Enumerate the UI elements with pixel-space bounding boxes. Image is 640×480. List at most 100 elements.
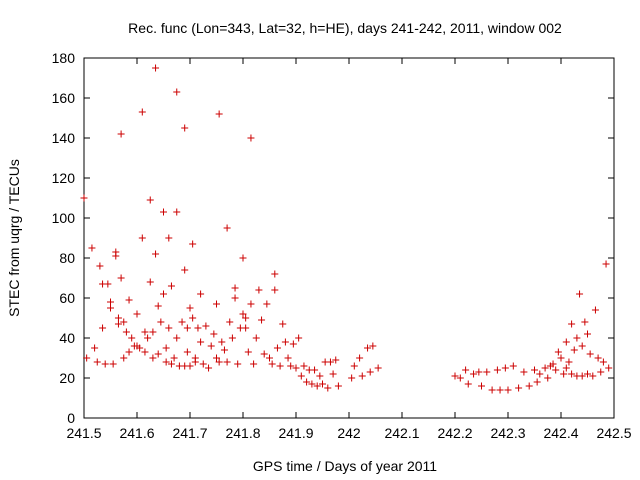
data-point bbox=[599, 358, 607, 366]
data-point bbox=[364, 344, 372, 352]
data-point bbox=[231, 284, 239, 292]
data-point bbox=[107, 298, 114, 306]
data-point bbox=[136, 344, 144, 352]
data-point bbox=[560, 370, 568, 378]
data-point bbox=[223, 224, 231, 232]
data-point bbox=[112, 252, 120, 260]
plot-frame bbox=[83, 57, 615, 419]
data-point bbox=[602, 260, 610, 268]
data-point bbox=[356, 354, 364, 362]
data-point bbox=[107, 304, 114, 312]
x-axis-label: GPS time / Days of year 2011 bbox=[253, 458, 437, 474]
data-point bbox=[576, 290, 584, 298]
data-point bbox=[183, 324, 191, 332]
data-point bbox=[488, 386, 496, 394]
data-point bbox=[210, 330, 218, 338]
x-tick-label: 242 bbox=[337, 425, 361, 441]
data-point bbox=[146, 196, 154, 204]
data-point bbox=[122, 328, 130, 336]
data-point bbox=[464, 380, 472, 388]
x-tick-label: 242.4 bbox=[543, 425, 578, 441]
data-point bbox=[162, 358, 170, 366]
data-point bbox=[557, 354, 565, 362]
data-point bbox=[189, 240, 197, 248]
data-point bbox=[573, 334, 581, 342]
data-point bbox=[366, 368, 374, 376]
y-axis-label: STEC from uqrg / TECUs bbox=[6, 159, 22, 317]
data-point bbox=[191, 354, 199, 362]
x-tick-label: 241.6 bbox=[119, 425, 154, 441]
data-point bbox=[173, 88, 181, 96]
data-point bbox=[141, 328, 149, 336]
data-point bbox=[570, 346, 578, 354]
data-point bbox=[125, 348, 133, 356]
data-point bbox=[334, 382, 342, 390]
data-point bbox=[276, 362, 284, 370]
data-point bbox=[266, 354, 273, 362]
data-point bbox=[162, 344, 170, 352]
data-point bbox=[287, 362, 295, 370]
data-points bbox=[80, 64, 613, 394]
data-point bbox=[165, 234, 173, 242]
data-point bbox=[197, 338, 205, 346]
data-point bbox=[541, 364, 549, 372]
data-point bbox=[215, 358, 223, 366]
data-point bbox=[369, 342, 377, 350]
data-point bbox=[303, 378, 311, 386]
data-point bbox=[358, 372, 366, 380]
data-point bbox=[242, 324, 250, 332]
data-point bbox=[568, 370, 576, 378]
data-point bbox=[504, 386, 512, 394]
y-tick-label: 100 bbox=[52, 210, 76, 226]
data-point bbox=[292, 364, 300, 372]
axes: 241.5 241.6 241.7 241.8 241.9 242 242.1 242.2 24… bbox=[52, 50, 632, 441]
x-tick-label: 241.5 bbox=[66, 425, 101, 441]
data-point bbox=[80, 194, 88, 202]
data-point bbox=[160, 290, 167, 298]
data-point bbox=[316, 372, 324, 380]
data-point bbox=[271, 286, 279, 294]
y-tick-label: 80 bbox=[59, 250, 75, 266]
x-tick-label: 242.3 bbox=[490, 425, 525, 441]
data-point bbox=[96, 262, 104, 270]
data-point bbox=[93, 358, 101, 366]
data-point bbox=[475, 368, 483, 376]
data-point bbox=[271, 270, 279, 278]
data-point bbox=[128, 334, 136, 342]
data-point bbox=[533, 378, 541, 386]
data-point bbox=[329, 370, 337, 378]
data-point bbox=[496, 386, 504, 394]
data-point bbox=[242, 314, 250, 322]
data-point bbox=[88, 244, 96, 252]
data-point bbox=[252, 334, 260, 342]
data-point bbox=[117, 130, 125, 138]
data-point bbox=[584, 330, 591, 338]
data-point bbox=[104, 280, 112, 288]
y-tick-label: 60 bbox=[59, 290, 75, 306]
data-point bbox=[226, 318, 234, 326]
x-tick-label: 242.1 bbox=[384, 425, 419, 441]
data-point bbox=[562, 338, 570, 346]
data-point bbox=[170, 354, 178, 362]
data-point bbox=[578, 372, 586, 380]
data-point bbox=[578, 342, 586, 350]
data-point bbox=[239, 310, 247, 318]
data-point bbox=[215, 110, 223, 118]
data-point bbox=[138, 234, 146, 242]
data-point bbox=[160, 208, 167, 216]
data-point bbox=[247, 300, 255, 308]
x-tick-label: 241.8 bbox=[225, 425, 260, 441]
data-point bbox=[456, 374, 464, 382]
data-point bbox=[584, 370, 591, 378]
data-point bbox=[83, 354, 91, 362]
data-point bbox=[295, 334, 303, 342]
data-point bbox=[589, 372, 597, 380]
data-point bbox=[213, 354, 220, 362]
data-point bbox=[152, 64, 160, 72]
data-point bbox=[234, 360, 242, 368]
data-point bbox=[470, 370, 478, 378]
data-point bbox=[152, 250, 160, 258]
data-point bbox=[536, 370, 544, 378]
data-point bbox=[167, 360, 175, 368]
